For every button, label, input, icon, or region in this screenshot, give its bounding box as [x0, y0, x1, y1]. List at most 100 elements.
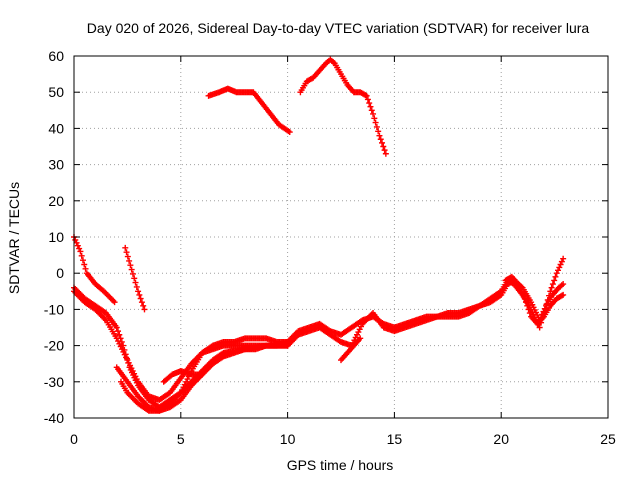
data-point	[72, 236, 79, 243]
data-point	[367, 103, 374, 110]
data-point	[357, 335, 364, 342]
data-point	[135, 288, 142, 295]
data-point	[370, 110, 377, 117]
y-tick-label: -30	[44, 374, 64, 390]
data-point	[536, 324, 543, 331]
data-point	[129, 270, 136, 277]
data-point	[122, 244, 129, 251]
data-point	[551, 277, 558, 284]
x-tick-labels: 0 5 10 15 20 25	[70, 431, 616, 447]
x-tick-label: 15	[387, 431, 403, 447]
data-point	[516, 283, 523, 290]
data-point	[526, 310, 533, 317]
y-tick-label: 20	[48, 193, 64, 209]
y-tick-label: 40	[48, 120, 64, 136]
data-point	[379, 139, 386, 146]
data-point	[371, 115, 378, 122]
data-point	[128, 266, 135, 273]
data-point	[558, 258, 565, 265]
data-point	[366, 100, 373, 107]
series-arc-8	[205, 85, 293, 136]
y-tick-label: 30	[48, 157, 64, 173]
data-point	[556, 264, 563, 271]
data-point	[362, 92, 369, 99]
series-arc-2	[122, 244, 148, 313]
data-point	[127, 262, 134, 269]
data-point	[521, 295, 528, 302]
data-point	[113, 324, 120, 331]
y-tick-label: -20	[44, 338, 64, 354]
series-arc-9	[297, 56, 389, 157]
data-point	[368, 107, 375, 114]
data-point	[141, 306, 148, 313]
data-point	[126, 257, 133, 264]
y-tick-label: 10	[48, 229, 64, 245]
data-marks	[71, 56, 567, 414]
y-tick-labels: -40 -30 -20 -10 0 10 20 30 40 50 60	[44, 48, 64, 426]
data-point	[124, 253, 131, 260]
data-point	[377, 136, 384, 143]
x-tick-label: 10	[280, 431, 296, 447]
x-tick-label: 20	[493, 431, 509, 447]
axis-ticks	[73, 55, 609, 419]
data-point	[524, 302, 531, 309]
data-point	[525, 306, 532, 313]
x-tick-label: 25	[600, 431, 616, 447]
data-point	[286, 129, 293, 136]
series-arc-1	[71, 234, 118, 306]
data-point	[74, 242, 81, 249]
data-point	[517, 286, 524, 293]
x-tick-label: 5	[177, 431, 185, 447]
data-point	[381, 147, 388, 154]
data-point	[81, 261, 88, 268]
y-axis-label: SDTVAR / TECUs	[6, 182, 22, 294]
data-point	[520, 292, 527, 299]
data-point	[376, 132, 383, 139]
data-point	[519, 289, 526, 296]
data-point	[140, 302, 147, 309]
data-point	[549, 281, 556, 288]
data-point	[76, 245, 83, 252]
data-point	[552, 273, 559, 280]
data-point	[199, 371, 206, 378]
data-point	[132, 279, 139, 286]
data-point	[123, 249, 130, 256]
data-point	[115, 328, 122, 335]
data-point	[79, 257, 86, 264]
data-point	[73, 239, 80, 246]
y-tick-label: -40	[44, 410, 64, 426]
data-point	[560, 281, 567, 288]
y-tick-label: 0	[56, 265, 64, 281]
data-point	[548, 284, 555, 291]
data-point	[364, 96, 371, 103]
data-point	[363, 92, 370, 99]
data-point	[522, 299, 529, 306]
data-point	[382, 150, 389, 157]
series-arc-12	[502, 273, 567, 327]
data-point	[116, 331, 123, 338]
data-point	[560, 255, 567, 262]
data-point	[78, 252, 85, 259]
series-arc-6	[117, 342, 291, 414]
data-point	[560, 291, 567, 298]
x-axis-label: GPS time / hours	[287, 457, 394, 473]
x-tick-label: 0	[70, 431, 78, 447]
data-point	[547, 288, 554, 295]
series-arc-11	[284, 277, 567, 349]
y-tick-label: 60	[48, 48, 64, 64]
series-arc-7	[160, 367, 206, 385]
data-point	[380, 143, 387, 150]
y-tick-label: -10	[44, 301, 64, 317]
data-point	[137, 295, 144, 302]
data-point	[133, 283, 140, 290]
data-point	[373, 123, 380, 130]
grid-lines	[74, 56, 608, 418]
y-tick-label: 50	[48, 84, 64, 100]
data-point	[375, 128, 382, 135]
data-point	[111, 299, 118, 306]
data-point	[557, 261, 564, 268]
data-point	[515, 281, 522, 288]
series-arc-13	[338, 335, 364, 364]
data-point	[138, 299, 145, 306]
